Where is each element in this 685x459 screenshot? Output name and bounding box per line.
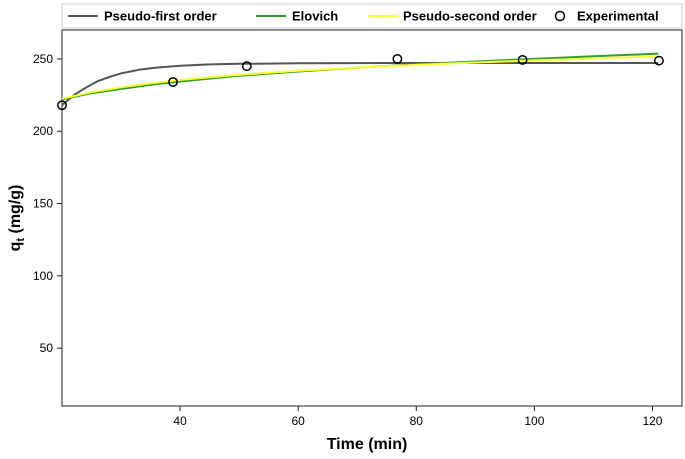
legend-box [61,3,683,29]
x-tick-label: 40 [173,414,187,428]
legend-label: Experimental [577,9,659,24]
experimental-point [57,100,67,111]
y-tick-label: 50 [40,341,54,355]
x-axis-ticks: 40 60 80 100 120 [173,406,663,428]
legend-label: Pseudo-second order [403,9,537,24]
chart-marks [57,52,664,111]
legend-label: Pseudo-first order [104,9,217,24]
y-tick-label: 250 [33,52,53,66]
y-tick-label: 200 [33,124,53,138]
x-tick-label: 120 [642,414,662,428]
y-tick-label: 100 [33,269,53,283]
x-tick-label: 60 [292,414,306,428]
y-axis-title: qt (mg/g) [7,185,27,252]
experimental-point [654,55,664,66]
x-tick-label: 100 [524,414,544,428]
y-axis-ticks: 50 100 150 200 250 [33,52,62,355]
experimental-point [517,54,528,65]
legend-marker [554,10,566,22]
plot-area [61,29,683,407]
legend-label: Elovich [292,9,338,24]
x-axis-title: Time (min) [327,436,408,453]
experimental-point [241,61,252,72]
experimental-point [392,53,403,64]
y-tick-label: 150 [33,197,53,211]
series-line-2 [61,55,659,100]
experimental-point [168,77,178,88]
legend: Pseudo-first order Elovich Pseudo-second o… [61,3,683,29]
x-tick-label: 80 [410,414,424,428]
